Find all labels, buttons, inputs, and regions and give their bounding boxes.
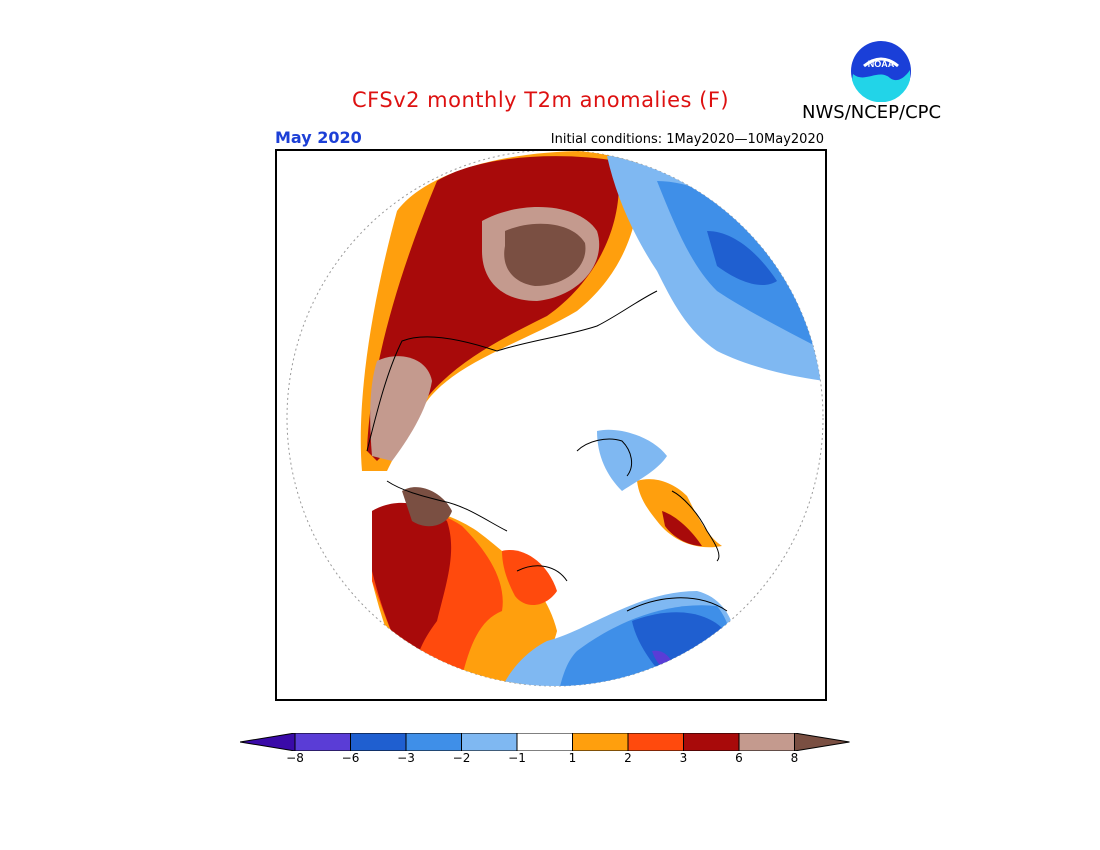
- colorbar-tick-label: −3: [397, 751, 415, 765]
- colorbar-segment: [405, 733, 462, 751]
- colorbar-tick-label: −6: [341, 751, 360, 765]
- colorbar: [240, 733, 850, 751]
- colorbar-tick-label: −2: [452, 751, 471, 765]
- colorbar-tick-label: −8: [286, 751, 304, 765]
- anomaly-extreme-region-siberia: [504, 223, 586, 286]
- anomaly-warm-region-canada: [502, 550, 557, 606]
- polar-map: [286, 151, 824, 687]
- colorbar-segment: [294, 733, 351, 751]
- colorbar-segment: [461, 733, 518, 751]
- map-frame: [275, 149, 827, 701]
- anomaly-cold-region-arctic: [597, 429, 667, 491]
- initial-conditions: Initial conditions: 1May2020—10May2020: [550, 132, 824, 147]
- colorbar-tick-label: 2: [624, 751, 632, 765]
- colorbar-segment: [738, 733, 795, 751]
- colorbar-tick-label: 8: [790, 751, 799, 765]
- chart-title: CFSv2 monthly T2m anomalies (F): [352, 88, 730, 112]
- colorbar-segment: [350, 733, 407, 751]
- noaa-logo-text: NOAA: [868, 59, 895, 69]
- colorbar-segment: [627, 733, 684, 751]
- colorbar-segment: [572, 733, 629, 751]
- coastlines: [366, 290, 728, 612]
- colorbar-tick-label: 6: [735, 751, 743, 765]
- colorbar-tick-label: 1: [568, 751, 577, 765]
- colorbar-segment: [683, 733, 740, 751]
- noaa-logo: NOAA: [851, 41, 911, 102]
- anomaly-coldest-region-northpacific: [707, 231, 777, 286]
- colorbar-segment: [240, 733, 296, 751]
- anomaly-warm-region-scandinavia: [637, 479, 722, 548]
- colorbar-tick-label: 3: [679, 751, 688, 765]
- agency-label: NWS/NCEP/CPC: [802, 102, 942, 123]
- anomaly-hot-region-northamerica: [372, 502, 452, 681]
- anomaly-extreme-region-alaska: [402, 487, 452, 527]
- anomaly-coldest-region-atlantic: [632, 612, 725, 686]
- anomaly-hot-region-scandinavia: [662, 511, 702, 546]
- forecast-month: May 2020: [275, 128, 362, 147]
- colorbar-segment: [516, 733, 573, 751]
- colorbar-segment: [794, 733, 850, 751]
- colorbar-tick-label: −1: [508, 751, 526, 765]
